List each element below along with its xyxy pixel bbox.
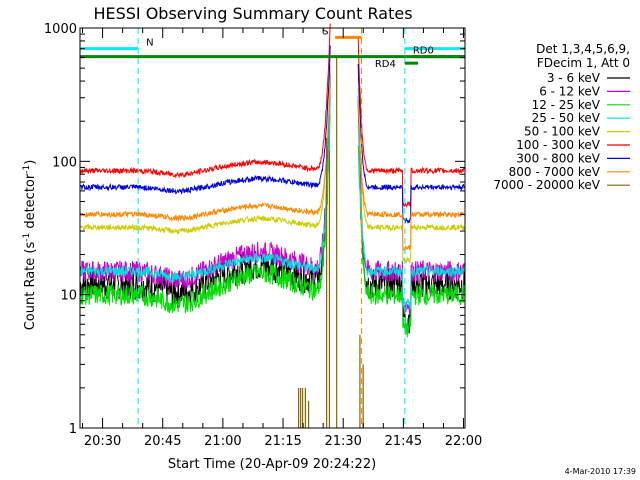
x-tick-label-1: 20:45 — [144, 434, 181, 449]
y-tick-label-0: 1 — [69, 422, 77, 437]
series-line-4-pre — [79, 65, 331, 235]
plot-frame — [79, 27, 466, 429]
axis-ticks: 1 10 100 1000 20:30 20:45 21:00 21:15 21:30 21:45… — [44, 22, 482, 449]
y-tick-label-1: 10 — [60, 289, 77, 304]
series-line-5-post — [357, 37, 465, 209]
chart-title: HESSI Observing Summary Count Rates — [93, 4, 412, 23]
legend-label-6: 300 - 800 keV — [516, 151, 600, 165]
x-tick-label-4: 21:30 — [324, 434, 361, 449]
legend-label-4: 50 - 100 keV — [524, 125, 601, 139]
y-axis-label-part2: detector — [23, 173, 38, 233]
flag-label-5: RD4 — [375, 59, 396, 70]
y-tick-label-2: 100 — [52, 155, 77, 170]
y-tick-label-3: 1000 — [44, 22, 77, 37]
x-tick-label-0: 20:30 — [84, 434, 121, 449]
y-axis-label-part1: Count Rate (s — [23, 242, 38, 331]
legend: Det 1,3,4,5,6,9, FDecim 1, Att 0 3 - 6 k… — [493, 42, 630, 192]
y-axis-label-part3: ) — [23, 160, 38, 165]
y-axis-label-sup1: -1 — [22, 233, 32, 242]
series-line-3-post — [357, 124, 465, 312]
series-line-7-post — [357, 102, 465, 251]
legend-header-line2: FDecim 1, Att 0 — [537, 56, 630, 70]
x-tick-label-6: 22:00 — [445, 434, 482, 449]
legend-header-line1: Det 1,3,4,5,6,9, — [536, 42, 630, 56]
series-line-2-post — [357, 145, 465, 338]
plot-area: N S RD0 RD4 — [79, 23, 466, 429]
legend-label-3: 25 - 50 keV — [532, 111, 601, 125]
series-line-2-pre — [79, 114, 331, 314]
y-axis-label-sup2: -1 — [22, 165, 32, 174]
series-line-5-pre — [79, 23, 331, 179]
series-line-7-pre — [79, 86, 331, 223]
flag-label-4: RD0 — [413, 46, 434, 57]
legend-label-5: 100 - 300 keV — [516, 138, 600, 152]
legend-label-0: 3 - 6 keV — [547, 71, 601, 85]
flag-label-2: S — [322, 26, 328, 37]
x-tick-label-2: 21:00 — [204, 434, 241, 449]
x-tick-label-5: 21:45 — [385, 434, 422, 449]
footer-date: 4-Mar-2010 17:39 — [565, 467, 636, 476]
legend-label-1: 6 - 12 keV — [539, 84, 601, 98]
flag-label-0: N — [146, 38, 153, 49]
x-tick-label-3: 21:15 — [264, 434, 301, 449]
legend-label-7: 800 - 7000 keV — [509, 165, 601, 179]
legend-label-2: 12 - 25 keV — [532, 98, 601, 112]
series-line-6-pre — [79, 45, 331, 195]
legend-label-8: 7000 - 20000 keV — [493, 178, 600, 192]
series-line-6-post — [357, 63, 465, 224]
y-axis-label: Count Rate (s-1 detector-1) — [22, 160, 38, 331]
x-axis-label: Start Time (20-Apr-09 20:24:22) — [168, 457, 376, 472]
series-line-3-pre — [79, 98, 331, 284]
